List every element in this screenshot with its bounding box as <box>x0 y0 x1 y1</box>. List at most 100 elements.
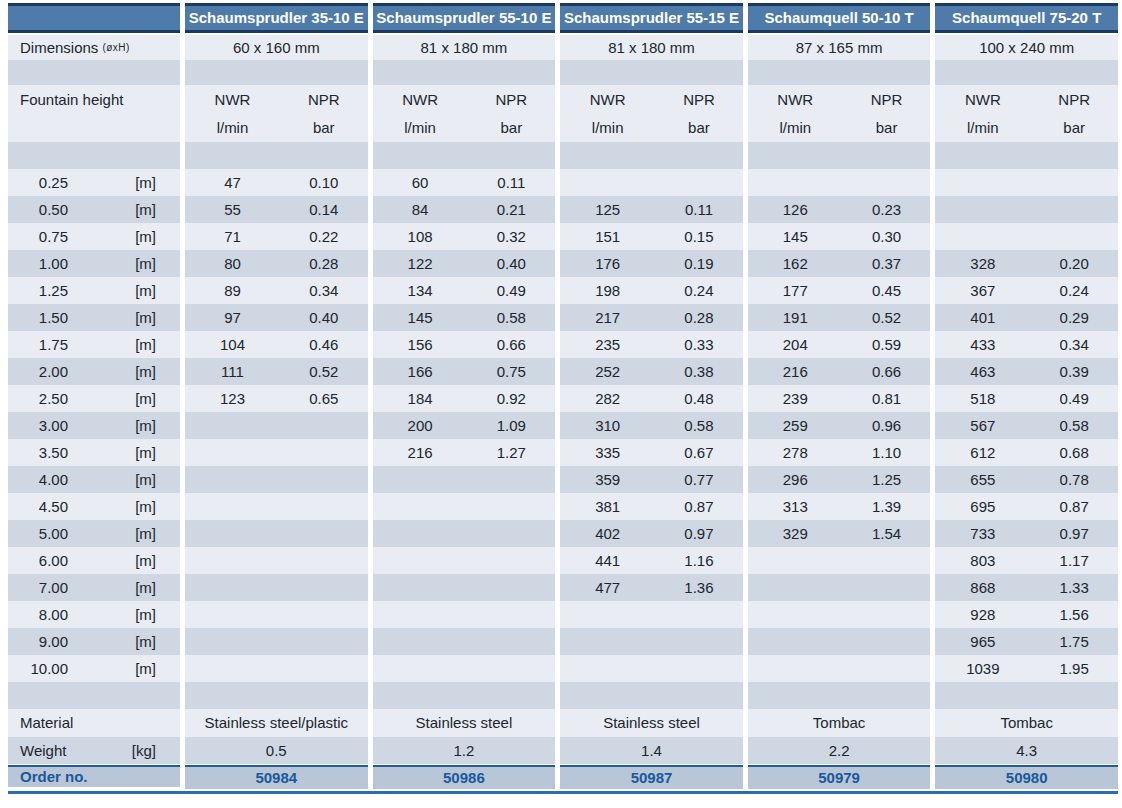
flow-cell: 6120.68 <box>935 439 1118 466</box>
dimensions-label-cell: Dimensions (øxH) <box>8 35 180 60</box>
nwr-value: 965 <box>935 628 1030 655</box>
nwr-label: NWR <box>373 87 468 112</box>
spacer-cell <box>560 682 743 709</box>
npr-value: 0.77 <box>655 466 743 493</box>
height-unit: [m] <box>135 412 156 439</box>
height-value: 3.00 <box>20 412 68 439</box>
nwr-value: 123 <box>185 385 280 412</box>
flow-cell: 470.10 <box>185 169 368 196</box>
flow-cell: 600.11 <box>373 169 556 196</box>
flow-cell: 2390.81 <box>748 385 931 412</box>
flow-cell: 3131.39 <box>748 493 931 520</box>
bottom-rule <box>8 791 1118 794</box>
flow-cell: 1450.58 <box>373 304 556 331</box>
npr-value: 0.67 <box>655 439 743 466</box>
spacer-cell <box>935 142 1118 169</box>
lmin-label: l/min <box>560 115 655 140</box>
nwr-value: 612 <box>935 439 1030 466</box>
bar-label: bar <box>1030 115 1118 140</box>
order-number: 50986 <box>373 765 556 789</box>
flow-cell: 4630.39 <box>935 358 1118 385</box>
height-unit: [m] <box>135 466 156 493</box>
nwr-value: 868 <box>935 574 1030 601</box>
npr-value: 1.10 <box>843 439 931 466</box>
nwr-value: 217 <box>560 304 655 331</box>
height-label-cell: 0.50[m] <box>8 196 180 223</box>
material-value: Stainless steel <box>560 709 743 737</box>
fountain-height-label-cell: Fountain height <box>8 85 180 142</box>
flow-cell: 1080.32 <box>373 223 556 250</box>
height-row: 8.00[m]9281.56 <box>8 601 1118 628</box>
nwr-value: 104 <box>185 331 280 358</box>
flow-cell <box>373 466 556 493</box>
spacer-row <box>8 60 1118 85</box>
npr-value: 0.75 <box>468 358 556 385</box>
npr-value: 0.78 <box>1030 466 1118 493</box>
npr-value: 0.52 <box>280 358 368 385</box>
product-spec-table: Schaumsprudler 35-10 E Schaumsprudler 55… <box>8 3 1118 794</box>
material-row: Material Stainless steel/plastic Stainle… <box>8 709 1118 737</box>
flow-cell <box>185 412 368 439</box>
height-row: 4.50[m]3810.873131.396950.87 <box>8 493 1118 520</box>
height-unit: [m] <box>135 169 156 196</box>
height-label-cell: 9.00[m] <box>8 628 180 655</box>
height-unit: [m] <box>135 628 156 655</box>
height-label-cell: 2.00[m] <box>8 358 180 385</box>
npr-value: 0.37 <box>843 250 931 277</box>
flow-cell: 1510.15 <box>560 223 743 250</box>
flow-cell <box>185 628 368 655</box>
spacer-cell <box>8 682 180 709</box>
height-row: 10.00[m]10391.95 <box>8 655 1118 682</box>
npr-value: 0.40 <box>468 250 556 277</box>
nwr-value: 928 <box>935 601 1030 628</box>
flow-cell: 2161.27 <box>373 439 556 466</box>
flow-cell <box>748 601 931 628</box>
nwr-value: 216 <box>748 358 843 385</box>
spacer-cell <box>185 682 368 709</box>
flow-cell: 3100.58 <box>560 412 743 439</box>
nwr-value: 156 <box>373 331 468 358</box>
nwr-value: 151 <box>560 223 655 250</box>
flow-cell <box>373 655 556 682</box>
fountain-height-label: Fountain height <box>20 87 123 112</box>
order-number: 50979 <box>748 765 931 789</box>
flow-cell: 710.22 <box>185 223 368 250</box>
flow-cell <box>373 520 556 547</box>
npr-value: 0.14 <box>280 196 368 223</box>
flow-cell <box>748 547 931 574</box>
flow-cell: 1250.11 <box>560 196 743 223</box>
npr-value: 0.97 <box>655 520 743 547</box>
npr-value: 0.58 <box>655 412 743 439</box>
flow-cell: 2820.48 <box>560 385 743 412</box>
npr-value: 0.66 <box>468 331 556 358</box>
height-row: 2.00[m]1110.521660.752520.382160.664630.… <box>8 358 1118 385</box>
flow-cell: 2001.09 <box>373 412 556 439</box>
npr-value: 0.15 <box>655 223 743 250</box>
lmin-label: l/min <box>185 115 280 140</box>
corner-cell <box>8 3 180 33</box>
npr-value: 0.48 <box>655 385 743 412</box>
flow-cell: 3670.24 <box>935 277 1118 304</box>
flow-cell: 550.14 <box>185 196 368 223</box>
flow-cell: 890.34 <box>185 277 368 304</box>
npr-value: 0.34 <box>280 277 368 304</box>
material-value: Tombac <box>935 709 1118 737</box>
nwr-value: 198 <box>560 277 655 304</box>
nwr-value: 259 <box>748 412 843 439</box>
height-row: 2.50[m]1230.651840.922820.482390.815180.… <box>8 385 1118 412</box>
bar-label: bar <box>468 115 556 140</box>
nwr-value: 166 <box>373 358 468 385</box>
nwr-value: 402 <box>560 520 655 547</box>
flow-cell: 7330.97 <box>935 520 1118 547</box>
height-value: 1.50 <box>20 304 68 331</box>
spacer-cell <box>8 60 180 85</box>
npr-value: 0.24 <box>1030 277 1118 304</box>
height-value: 3.50 <box>20 439 68 466</box>
npr-value: 0.34 <box>1030 331 1118 358</box>
npr-value: 1.16 <box>655 547 743 574</box>
nwr-value: 47 <box>185 169 280 196</box>
flow-cell <box>185 547 368 574</box>
flow-cell: 1980.24 <box>560 277 743 304</box>
npr-value: 0.96 <box>843 412 931 439</box>
nwr-value: 162 <box>748 250 843 277</box>
